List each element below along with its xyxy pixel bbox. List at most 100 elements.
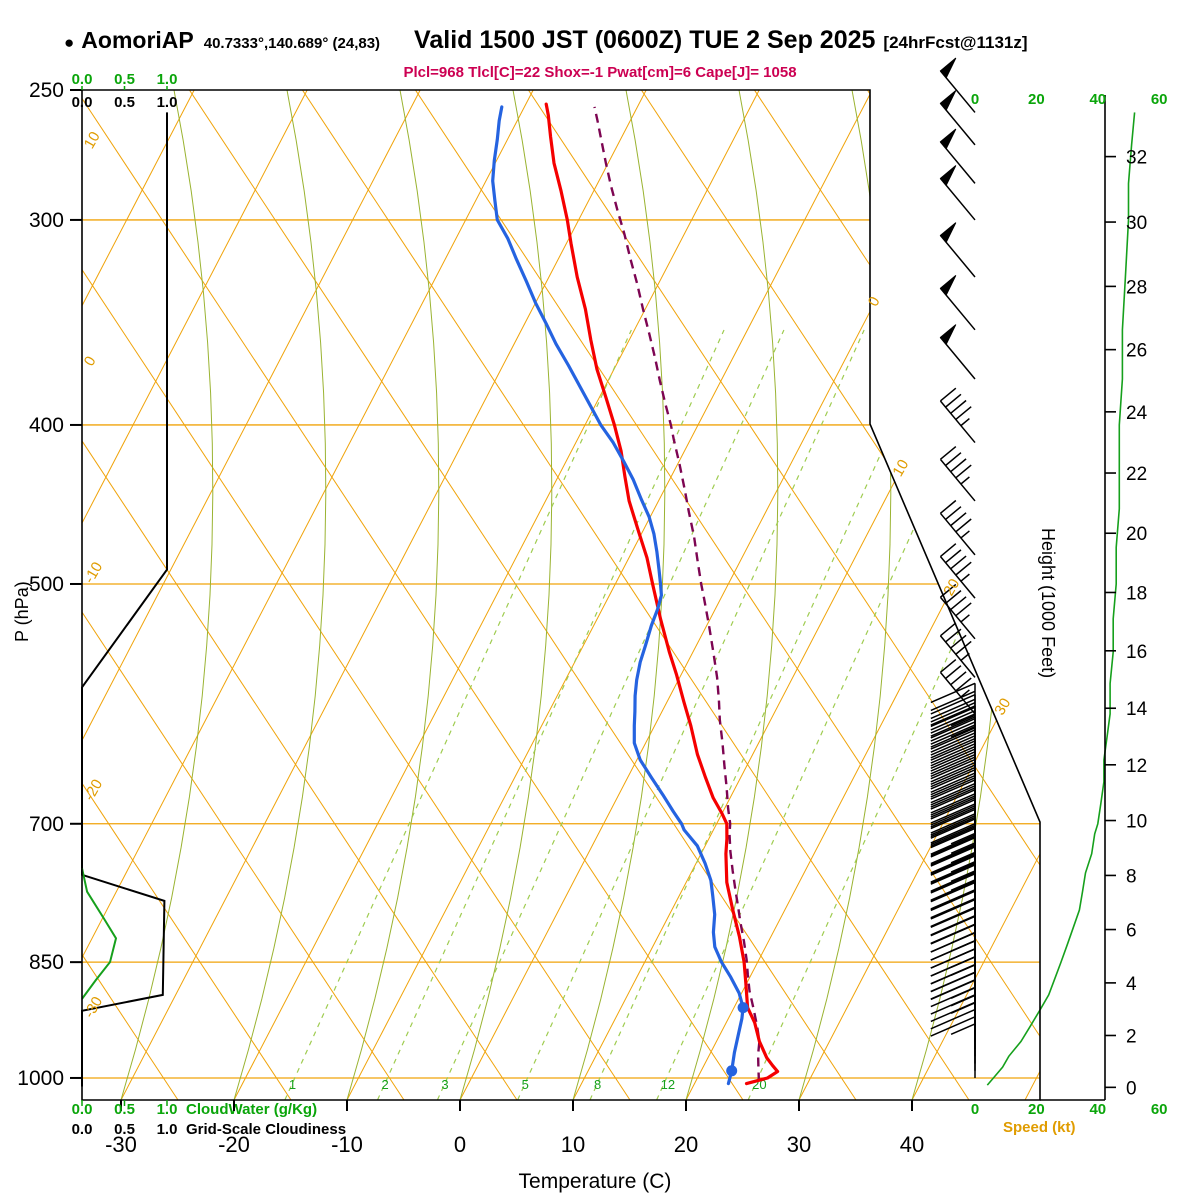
wind-barb [939,90,976,146]
speed-tick-label: 40 [1089,91,1106,108]
dry-adiabat-line [414,90,1040,1100]
mixing-ratio-label: 8 [594,1077,601,1092]
dry-adiabat-line [753,90,1040,1100]
moist-adiabat-line [233,90,327,1100]
moist-adiabat-line [346,90,440,1100]
isotherm-edge-label: 0 [81,353,100,369]
station-title-row: ● AomoriAP 40.7333°,140.689° (24,83) Val… [64,26,1028,55]
temperature-tick-label: 20 [674,1132,698,1157]
mixing-ratio-line [589,329,937,1100]
station-name: AomoriAP [81,27,194,53]
isotherm-line [82,90,308,1100]
moist-adiabat-line [459,90,553,1100]
temperature-tick-label: 30 [787,1132,811,1157]
isotherm-edge-label: -10 [81,559,107,586]
cloudiness-scale-label: 0.5 [114,1121,135,1138]
height-tick-label: 20 [1126,524,1147,545]
isotherm-edge-label: 10 [81,129,104,152]
dry-adiabat-line [979,90,1040,1100]
height-tick-label: 30 [1126,213,1147,234]
isotherm-line [120,90,647,1100]
temperature-tick-label: -20 [218,1132,250,1157]
grid-lines: 1 2 3 5 8 12 20 [82,90,1200,1100]
dry-adiabat-line [527,90,1040,1100]
speed-tick-label: 20 [1028,1101,1045,1118]
height-tick-label: 8 [1126,866,1137,887]
mixing-ratio-label: 2 [382,1077,389,1092]
speed-tick-label: 20 [1028,91,1045,108]
wind-barb [950,1023,976,1078]
wind-barb [930,1008,976,1064]
wind-barb [939,275,976,331]
mixing-ratio-label: 1 [289,1077,296,1092]
dry-adiabat-line [82,90,744,1100]
wind-barb [930,758,976,814]
height-tick-label: 18 [1126,583,1147,604]
mixing-ratio-line [517,329,865,1100]
mixing-ratio-line [436,329,785,1100]
wind-barb [939,622,976,678]
wind-barb [930,1016,976,1071]
pressure-tick-label: 250 [29,79,64,102]
pressure-tick-label: 500 [29,573,64,596]
wind-barb [939,543,976,599]
wind-barb [939,57,976,113]
isotherm-line [82,90,421,1100]
speed-tick-label: 60 [1151,1101,1168,1118]
speed-tick-label: 60 [1151,91,1168,108]
speed-axis-title: Speed (kt) [1003,1119,1076,1136]
isotherm-line [572,90,1040,1100]
wind-barb-column [930,57,976,1078]
temperature-tick-label: 0 [454,1132,466,1157]
wind-barb [930,1001,976,1057]
isotherm-edge-label: 20 [940,576,963,599]
isotherm-edge-label: -20 [81,776,107,803]
isotherm-line [1138,90,1200,1100]
dry-adiabat-line [82,90,405,1100]
profile-curves [81,102,1136,1087]
dewpoint-curve [491,105,745,1086]
cloudwater-scale-label: 0.0 [72,1101,93,1118]
height-tick-label: 16 [1126,642,1147,663]
isotherm-edge-label: 0 [865,294,884,310]
moist-adiabat-line [685,90,779,1100]
mixing-ratio-line [284,329,632,1100]
speed-tick-label: 0 [971,91,979,108]
temperature-curve [544,102,780,1086]
dewpoint-marker [737,1002,749,1014]
sounding-parameters: Plcl=968 Tlcl[C]=22 Shox=-1 Pwat[cm]=6 C… [403,64,797,81]
parcel-curve [593,106,761,1082]
wind-barb [930,737,976,793]
wind-barb [939,658,976,715]
dry-adiabat-line [82,90,292,1100]
cloudiness-scale-label: 1.0 [157,94,178,111]
isotherm-line [798,90,1040,1100]
height-tick-label: 12 [1126,756,1147,777]
height-tick-label: 14 [1126,699,1148,720]
plot-border [81,89,1041,1101]
dry-adiabat-line [188,90,857,1100]
cloudwater-scale-label: 0.5 [114,71,135,88]
dry-adiabat-line [301,90,970,1100]
mixing-ratio-label: 5 [522,1077,529,1092]
height-tick-label: 2 [1126,1026,1137,1047]
dry-adiabat-line [82,90,631,1100]
dry-adiabat-line [82,90,179,1100]
height-tick-label: 22 [1126,464,1147,485]
height-tick-label: 32 [1126,148,1147,169]
cloudwater-scale-label: 0.0 [72,71,93,88]
isotherm-edge-label: -30 [81,994,107,1021]
height-tick-label: 24 [1126,403,1148,424]
dry-adiabat-line [866,90,1040,1100]
temperature-tick-label: 10 [561,1132,585,1157]
dewpoint-marker [726,1065,738,1077]
wind-barb [930,827,976,883]
temperature-tick-label: -10 [331,1132,363,1157]
cloudwater-scale-label: 1.0 [157,71,178,88]
isotherm-line [233,90,760,1100]
height-tick-label: 28 [1126,277,1147,298]
height-tick-label: 4 [1126,974,1137,995]
wind-speed-curve [986,112,1136,1086]
